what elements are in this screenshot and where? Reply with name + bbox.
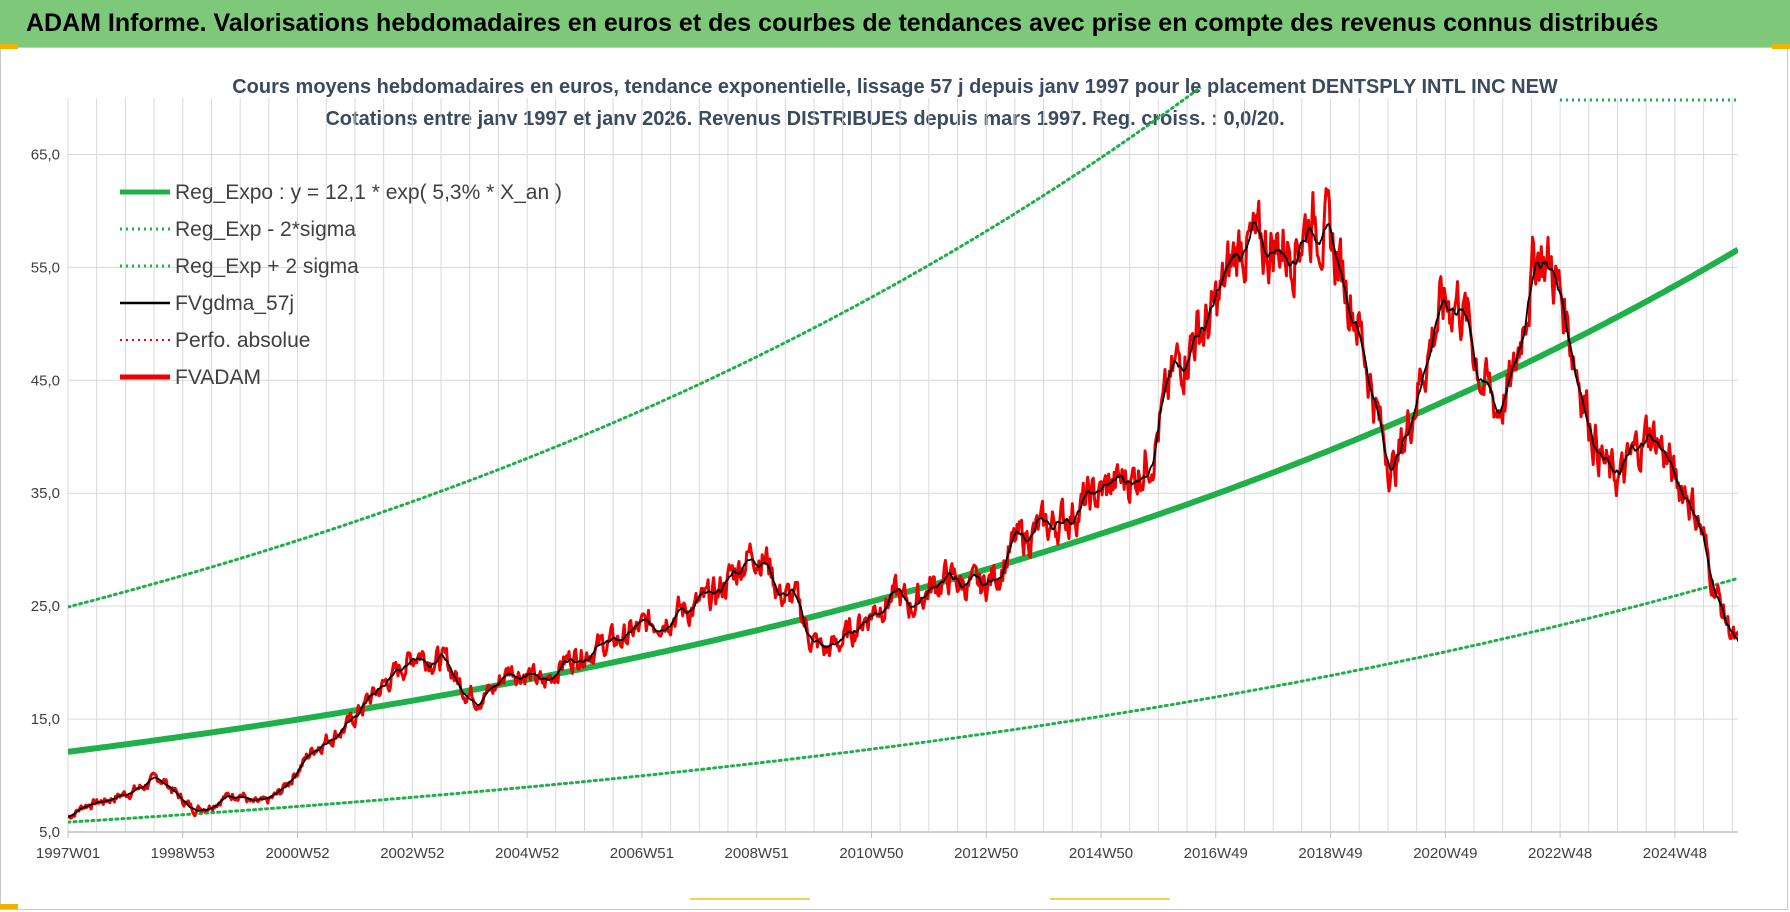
chart-title-line2: Cotations entre janv 1997 et janv 2026. …	[325, 108, 1284, 130]
x-tick-label: 2022W48	[1528, 845, 1592, 862]
series-reg-upper	[68, 88, 1203, 609]
report-banner: ADAM Informe. Valorisations hebdomadaire…	[0, 0, 1790, 47]
x-tick-label: 2012W50	[954, 845, 1018, 862]
y-tick-label: 55,0	[31, 259, 60, 276]
x-tick-label: 2020W49	[1413, 845, 1477, 862]
frame-corner-top-left	[0, 44, 18, 49]
y-tick-label: 45,0	[31, 372, 60, 389]
x-tick-label: 2000W52	[265, 845, 329, 862]
frame-corner-bottom-left	[0, 904, 18, 909]
chart-frame	[0, 47, 1788, 910]
x-tick-label: 2010W50	[839, 845, 903, 862]
y-tick-label: 35,0	[31, 485, 60, 502]
legend-label: FVgdma_57j	[175, 292, 294, 315]
report-title: ADAM Informe. Valorisations hebdomadaire…	[26, 9, 1659, 37]
chart-legend: Reg_Expo : y = 12,1 * exp( 5,3% * X_an )…	[120, 181, 562, 389]
x-tick-label: 2018W49	[1298, 845, 1362, 862]
legend-label: Reg_Expo : y = 12,1 * exp( 5,3% * X_an )	[175, 181, 562, 204]
frame-corner-top-right	[1772, 44, 1790, 49]
legend-label: Reg_Exp - 2*sigma	[175, 218, 356, 241]
frame-bottom-accent-1	[690, 898, 810, 900]
frame-bottom-accent-2	[1050, 898, 1170, 900]
x-tick-label: 1997W01	[36, 845, 100, 862]
chart-plot-area	[68, 88, 1738, 824]
x-tick-label: 2024W48	[1643, 845, 1707, 862]
series-reg-lower	[68, 576, 1738, 824]
legend-label: FVADAM	[175, 366, 261, 389]
series-fvgdma-57j	[68, 221, 1738, 818]
x-tick-label: 1998W53	[151, 845, 215, 862]
legend-label: Reg_Exp + 2 sigma	[175, 255, 359, 278]
x-tick-label: 2008W51	[725, 845, 789, 862]
series-fvadam	[68, 187, 1738, 820]
legend-label: Perfo. absolue	[175, 329, 310, 352]
chart-title-line1: Cours moyens hebdomadaires en euros, ten…	[232, 76, 1558, 98]
x-tick-label: 2016W49	[1184, 845, 1248, 862]
x-tick-label: 2014W50	[1069, 845, 1133, 862]
y-tick-label: 25,0	[31, 598, 60, 615]
series-reg-expo	[68, 247, 1738, 755]
y-tick-label: 5,0	[39, 824, 60, 841]
x-tick-label: 2006W51	[610, 845, 674, 862]
chart-axes: 5,0 15,0 25,0 35,0 45,0 55,0 65,0 1997W01 1998W5…	[31, 98, 1738, 862]
y-tick-label: 15,0	[31, 711, 60, 728]
y-tick-label: 65,0	[31, 146, 60, 163]
chart-grid	[67, 98, 1738, 833]
x-tick-label: 2002W52	[380, 845, 444, 862]
x-tick-label: 2004W52	[495, 845, 559, 862]
